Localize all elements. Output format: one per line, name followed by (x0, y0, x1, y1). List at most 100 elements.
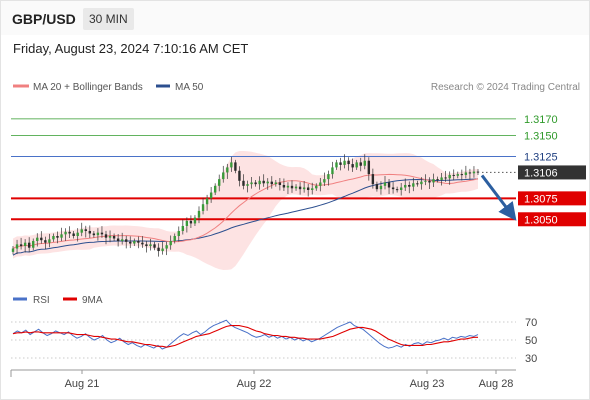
candle (452, 169, 455, 181)
candle-body (133, 241, 136, 244)
legend-ma20-label: MA 20 + Bollinger Bands (33, 82, 143, 93)
candle (464, 165, 468, 179)
candle (375, 181, 379, 192)
candle-body (145, 244, 148, 247)
candle (56, 231, 59, 244)
candle (432, 173, 435, 187)
candle-body (323, 179, 326, 183)
instrument-title: GBP/USD (12, 11, 76, 27)
candle (205, 194, 209, 211)
candle (416, 180, 419, 187)
candle (213, 183, 217, 196)
candle-body (355, 162, 358, 168)
candle (448, 171, 451, 185)
candle-body (185, 220, 189, 226)
candle (201, 197, 205, 215)
candle-body (416, 183, 419, 185)
candle-body (428, 180, 431, 183)
candle (440, 172, 443, 186)
candle-body (32, 241, 35, 248)
candle (266, 178, 269, 190)
candle-body (193, 217, 197, 224)
candle-body (452, 174, 455, 176)
candle-body (319, 182, 322, 186)
candle-body (464, 172, 468, 175)
candle-body (52, 236, 55, 240)
candle (181, 219, 185, 235)
candle-body (468, 172, 472, 174)
candle-body (302, 187, 306, 190)
candle-body (343, 160, 346, 165)
candle (359, 157, 362, 172)
candle (60, 227, 63, 242)
candle (331, 161, 334, 179)
candle (32, 238, 35, 251)
forecast-arrow-line (480, 174, 517, 221)
forecast-arrow (480, 174, 517, 221)
level-label-1.3150: 1.3150 (524, 131, 558, 143)
candle (472, 166, 476, 178)
candle-body (254, 182, 257, 185)
rsi-tick-label-50: 50 (525, 335, 537, 347)
rsi-tick-label-30: 30 (525, 353, 537, 365)
chart-header: GBP/USD 30 MIN (1, 1, 589, 35)
candle-body (282, 184, 286, 188)
timeframe-badge[interactable]: 30 MIN (83, 8, 134, 30)
candle (371, 168, 375, 189)
candle (363, 154, 366, 170)
candle (387, 178, 391, 195)
candle-body (395, 189, 399, 191)
candle (40, 231, 43, 244)
candle (242, 174, 245, 190)
candle-body (290, 185, 294, 189)
candle-body (298, 186, 302, 190)
candle (424, 174, 427, 186)
candle (48, 233, 51, 248)
candle-body (347, 160, 350, 165)
candle-body (60, 234, 63, 238)
candle-body (56, 236, 59, 238)
level-label-1.3050: 1.3050 (524, 214, 558, 226)
candle-body (92, 233, 96, 236)
candle-body (68, 231, 71, 234)
x-tick-label-3: Aug 28 (479, 378, 514, 390)
candle-body (48, 239, 51, 243)
candle-body (181, 225, 185, 231)
candle-body (391, 187, 395, 190)
candle (19, 237, 23, 250)
x-tick-label-0: Aug 21 (65, 378, 100, 390)
candle (141, 236, 144, 248)
candle-body (205, 198, 209, 205)
candle (161, 242, 164, 255)
candle (116, 233, 120, 247)
research-credit: Research © 2024 Trading Central (431, 82, 580, 93)
candle (129, 236, 132, 249)
candle-body (213, 185, 217, 193)
candle (133, 238, 136, 247)
candle (258, 176, 261, 190)
candle-body (444, 177, 447, 179)
candle (193, 215, 197, 226)
candle-body (294, 186, 298, 189)
candle-body (258, 180, 261, 185)
candle-body (242, 180, 245, 186)
candle-body (116, 238, 120, 242)
candle-body (19, 244, 23, 247)
candle (436, 176, 439, 183)
candle (379, 181, 383, 195)
level-label-box-1.3125 (518, 149, 586, 164)
candle-body (408, 184, 411, 187)
candle (250, 176, 253, 189)
level-label-1.3125: 1.3125 (524, 152, 558, 164)
bollinger-bands (13, 151, 478, 270)
candle (246, 180, 249, 193)
candle-body (100, 232, 104, 235)
candle (185, 217, 189, 233)
candle-body (209, 192, 213, 199)
candle-body (311, 188, 314, 190)
candle (420, 177, 423, 190)
candle-body (448, 174, 451, 179)
candle (100, 226, 104, 238)
candle (311, 182, 314, 195)
chart-datetime: Friday, August 23, 2024 7:10:16 AM CET (13, 41, 249, 56)
